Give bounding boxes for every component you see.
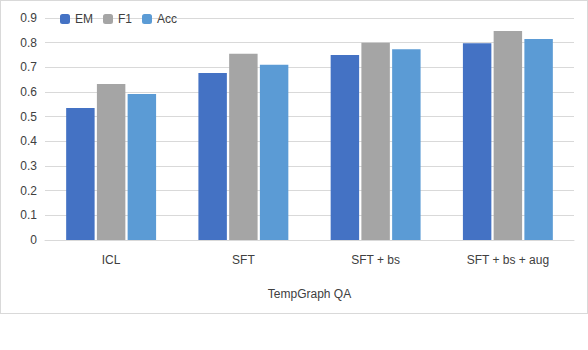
svg-text:0.8: 0.8 xyxy=(20,36,37,50)
svg-text:TempGraph QA: TempGraph QA xyxy=(268,287,351,301)
svg-text:EM: EM xyxy=(75,12,93,26)
svg-text:0.7: 0.7 xyxy=(20,60,37,74)
svg-text:0.2: 0.2 xyxy=(20,184,37,198)
svg-text:SFT + bs + aug: SFT + bs + aug xyxy=(467,253,550,267)
svg-text:0.6: 0.6 xyxy=(20,85,37,99)
svg-text:0.5: 0.5 xyxy=(20,110,37,124)
svg-text:0.4: 0.4 xyxy=(20,134,37,148)
svg-text:0.1: 0.1 xyxy=(20,208,37,222)
svg-text:0.9: 0.9 xyxy=(20,11,37,25)
svg-text:0.3: 0.3 xyxy=(20,159,37,173)
svg-text:Acc: Acc xyxy=(157,12,177,26)
svg-text:0: 0 xyxy=(30,233,37,247)
svg-text:SFT + bs: SFT + bs xyxy=(351,253,400,267)
svg-text:ICL: ICL xyxy=(102,253,121,267)
svg-text:F1: F1 xyxy=(118,12,132,26)
svg-text:SFT: SFT xyxy=(232,253,255,267)
